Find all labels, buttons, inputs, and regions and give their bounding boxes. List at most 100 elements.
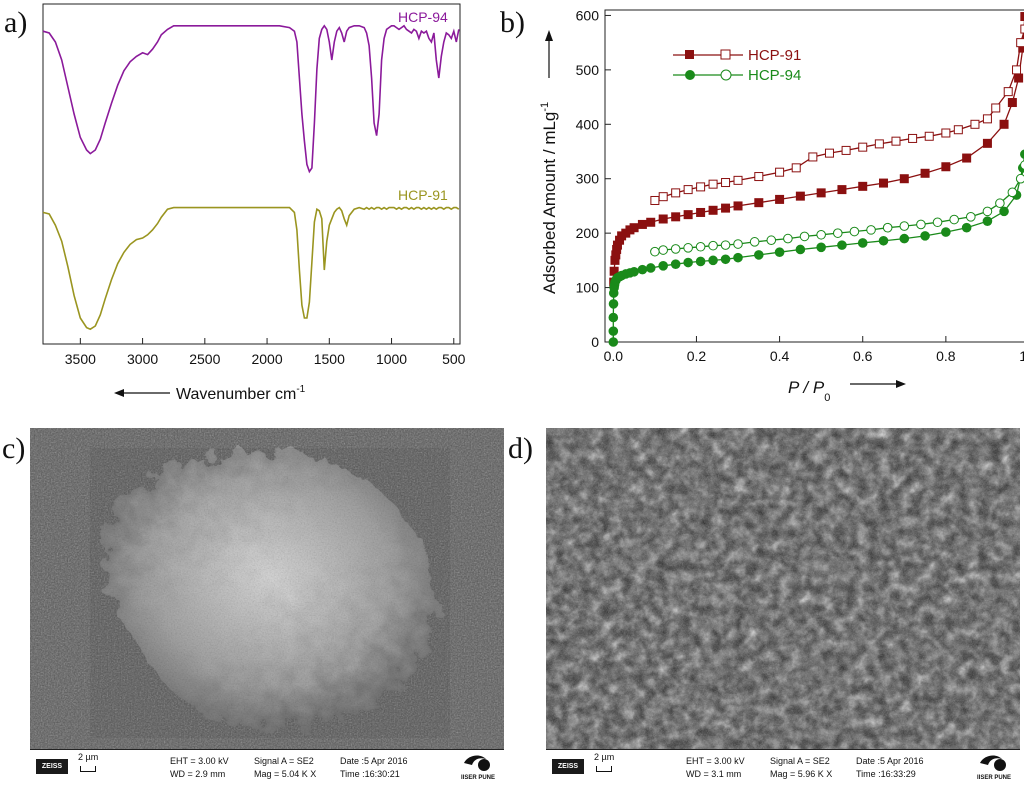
isotherm-point-hcp-94-desorption [995, 198, 1005, 209]
isotherm-plot-frame [604, 9, 1024, 343]
time-value: Time :16:33:29 [856, 769, 916, 779]
isotherm-point-hcp-94-adsorption [857, 238, 868, 248]
isotherm-point-hcp-94-adsorption [708, 255, 718, 266]
isotherm-point-hcp-91-adsorption [671, 212, 681, 222]
legend-label-hcp94: HCP-94 [748, 67, 801, 84]
isotherm-xtick-label: 0.4 [770, 348, 790, 364]
ftir-xtick-label: 3500 [65, 351, 96, 367]
isotherm-point-hcp-91-adsorption [982, 138, 992, 148]
iiser-logo: IISER PUNE [976, 753, 1012, 781]
isotherm-point-hcp-91-adsorption [816, 188, 826, 198]
isotherm-point-hcp-91-adsorption [637, 219, 647, 229]
signal-value: Signal A = SE2 [254, 756, 314, 766]
isotherm-xtick-label: 1.0 [1019, 348, 1024, 364]
isotherm-xtick-label: 0.0 [604, 348, 624, 364]
scale-bar [596, 766, 612, 772]
isotherm-point-hcp-91-adsorption [696, 207, 706, 217]
isotherm-point-hcp-91-desorption [924, 131, 934, 141]
isotherm-point-hcp-94-desorption [749, 237, 760, 247]
isotherm-point-hcp-94-desorption [658, 245, 668, 255]
isotherm-point-hcp-91-adsorption [1007, 98, 1017, 108]
isotherm-point-hcp-91-desorption [721, 178, 731, 188]
isotherm-point-hcp-91-desorption [991, 103, 1001, 113]
isotherm-point-hcp-91-desorption [1012, 65, 1022, 75]
isotherm-point-hcp-91-adsorption [962, 153, 972, 163]
isotherm-ytick-label: 200 [576, 225, 600, 241]
isotherm-ytick-label: 0 [591, 334, 599, 350]
ftir-xlabel: Wavenumber cm-1 [176, 384, 306, 403]
panel-label-d: d) [508, 432, 533, 465]
isotherm-point-hcp-94-adsorption [733, 252, 743, 263]
panel-label-c: c) [2, 432, 26, 465]
date-value: Date :5 Apr 2016 [340, 756, 408, 766]
isotherm-point-hcp-94-adsorption [670, 259, 681, 269]
isotherm-point-hcp-94-adsorption [899, 233, 910, 244]
date-value: Date :5 Apr 2016 [856, 756, 924, 766]
scale-label: 2 µm [78, 752, 99, 762]
isotherm-point-hcp-91-adsorption [1020, 12, 1024, 22]
ftir-plot-frame [42, 3, 461, 345]
isotherm-point-hcp-94-desorption [695, 241, 706, 252]
isotherm-point-hcp-94-desorption [849, 226, 860, 237]
isotherm-point-hcp-94-adsorption [774, 247, 785, 257]
isotherm-point-hcp-91-desorption [908, 133, 918, 143]
isotherm-point-hcp-94-desorption [766, 235, 777, 246]
isotherm-point-hcp-91-adsorption [721, 203, 731, 213]
isotherm-point-hcp-94-desorption [916, 219, 926, 230]
legend-marker-hcp91-open [720, 49, 731, 60]
isotherm-point-hcp-91-adsorption [920, 168, 930, 178]
isotherm-point-hcp-94-adsorption [795, 244, 806, 255]
isotherm-point-hcp-91-adsorption [999, 119, 1009, 129]
isotherm-point-hcp-94-desorption [670, 244, 681, 254]
ftir-xtick-label: 2500 [189, 351, 220, 367]
isotherm-point-hcp-91-adsorption [1014, 73, 1024, 83]
isotherm-point-hcp-91-desorption [650, 195, 660, 205]
isotherm-point-hcp-91-desorption [891, 136, 901, 146]
sem-info-bar-d: ZEISS 2 µm EHT = 3.00 kV WD = 3.1 mm Sig… [546, 749, 1020, 784]
isotherm-point-hcp-91-desorption [953, 125, 963, 135]
sem-image-d: ZEISS 2 µm EHT = 3.00 kV WD = 3.1 mm Sig… [546, 428, 1020, 784]
ftir-xtick-label: 1500 [314, 351, 345, 367]
isotherm-chart: 0 100 200 300 400 500 600 0.0 0.2 0.4 0.6 0.8 1.0 HC… [539, 7, 1024, 404]
isotherm-yaxis-arrow [545, 30, 553, 78]
zeiss-logo: ZEISS [36, 759, 68, 774]
isotherm-point-hcp-91-adsorption [837, 185, 847, 195]
isotherm-point-hcp-91-desorption [1020, 24, 1024, 34]
isotherm-xaxis-arrow [850, 380, 906, 388]
isotherm-ytick-label: 600 [576, 7, 600, 23]
isotherm-point-hcp-91-desorption [858, 142, 868, 152]
isotherm-point-hcp-91-desorption [708, 179, 718, 189]
isotherm-point-hcp-94-desorption [683, 243, 693, 253]
isotherm-point-hcp-94-desorption [882, 222, 893, 233]
isotherm-xtick-label: 0.2 [687, 348, 707, 364]
isotherm-point-hcp-94-desorption [932, 217, 943, 228]
isotherm-point-hcp-91-desorption [683, 185, 693, 195]
isotherm-point-hcp-91-desorption [1016, 38, 1024, 48]
ftir-series-label-hcp94: HCP-94 [398, 9, 448, 25]
mag-value: Mag = 5.96 K X [770, 769, 833, 779]
isotherm-point-hcp-94-desorption [1020, 160, 1024, 170]
isotherm-point-hcp-94-desorption [982, 206, 993, 217]
isotherm-point-hcp-91-adsorption [708, 205, 718, 215]
isotherm-legend: HCP-91 HCP-94 [673, 47, 801, 84]
zeiss-logo: ZEISS [552, 759, 584, 774]
isotherm-point-hcp-91-desorption [941, 128, 951, 138]
sem-micrograph-d [546, 428, 1020, 750]
isotherm-point-hcp-94-adsorption [961, 222, 972, 233]
isotherm-line-hcp-91-desorption [654, 29, 1024, 202]
isotherm-point-hcp-94-adsorption [637, 264, 648, 275]
scale-bar [80, 766, 96, 772]
isotherm-point-hcp-91-desorption [671, 188, 681, 198]
isotherm-point-hcp-94-desorption [832, 228, 843, 238]
sem-image-c: ZEISS 2 µm EHT = 3.00 kV WD = 2.9 mm Sig… [30, 428, 504, 784]
ftir-xtick-label: 3000 [127, 351, 158, 367]
isotherm-point-hcp-91-desorption [733, 175, 743, 185]
isotherm-xtick-label: 0.6 [853, 348, 873, 364]
mag-value: Mag = 5.04 K X [254, 769, 317, 779]
scale-label: 2 µm [594, 752, 615, 762]
isotherm-point-hcp-91-adsorption [775, 194, 785, 204]
sem-info-bar-c: ZEISS 2 µm EHT = 3.00 kV WD = 2.9 mm Sig… [30, 749, 504, 784]
ftir-xtick-label: 500 [442, 351, 466, 367]
isotherm-point-hcp-91-desorption [658, 192, 668, 202]
isotherm-ytick-label: 300 [576, 171, 600, 187]
